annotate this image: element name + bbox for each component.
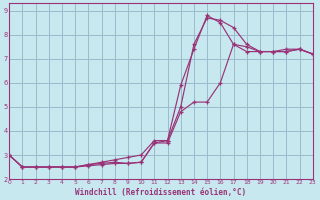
X-axis label: Windchill (Refroidissement éolien,°C): Windchill (Refroidissement éolien,°C) — [75, 188, 246, 197]
